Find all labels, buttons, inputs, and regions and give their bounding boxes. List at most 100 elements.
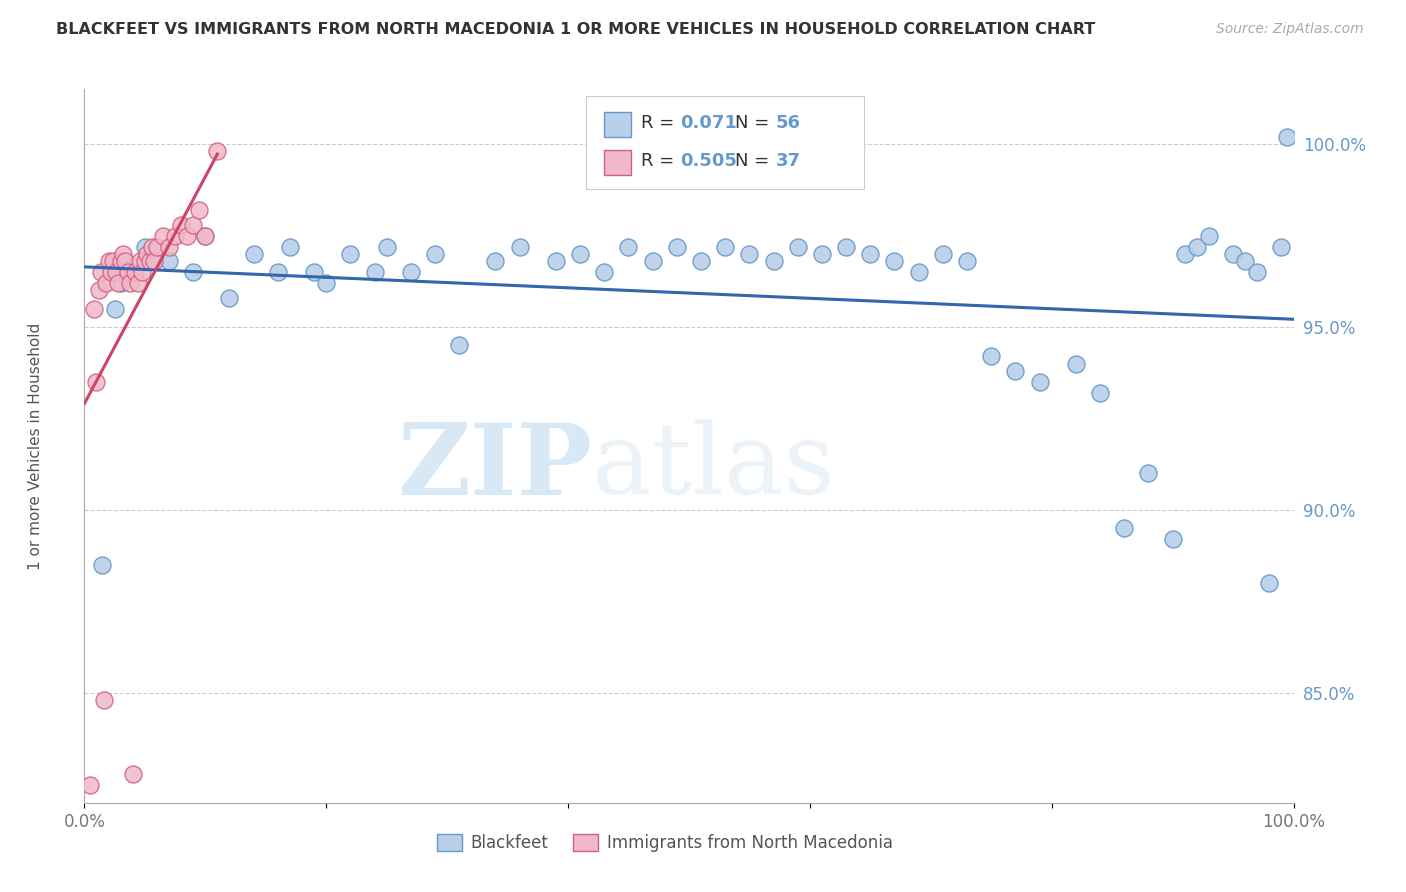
Point [176,228,198,243]
Point [114,254,136,268]
Point [136,247,159,261]
Point [90,265,112,279]
Point [569,247,592,261]
Point [134,254,156,268]
Text: 1 or more Vehicles in Household: 1 or more Vehicles in Household [28,322,42,570]
Point [1174,247,1197,261]
Point [1028,375,1050,389]
Point [363,265,385,279]
Point [315,276,337,290]
Point [1004,364,1026,378]
Point [157,239,180,253]
Point [544,254,567,268]
Point [107,276,129,290]
Point [143,254,166,268]
Point [83,301,105,316]
Point [339,247,361,261]
Point [97,254,120,268]
Text: ZIP: ZIP [398,419,592,516]
Point [194,228,217,243]
Point [714,239,737,253]
Point [141,239,163,253]
Legend: Blackfeet, Immigrants from North Macedonia: Blackfeet, Immigrants from North Macedon… [430,827,900,859]
Point [181,265,204,279]
Point [835,239,858,253]
Point [1114,521,1136,535]
Text: BLACKFEET VS IMMIGRANTS FROM NORTH MACEDONIA 1 OR MORE VEHICLES IN HOUSEHOLD COR: BLACKFEET VS IMMIGRANTS FROM NORTH MACED… [56,22,1095,37]
Point [91,558,114,572]
Point [129,254,152,268]
Point [124,265,146,279]
Point [1198,228,1220,243]
Point [509,239,531,253]
Point [267,265,290,279]
Text: atlas: atlas [592,419,835,516]
Point [120,276,142,290]
FancyBboxPatch shape [605,112,631,137]
Point [449,338,471,352]
Point [738,247,761,261]
Text: R =: R = [641,152,679,169]
Point [907,265,929,279]
Point [127,276,149,290]
Point [157,254,180,268]
Text: N =: N = [735,152,775,169]
Point [165,228,187,243]
Point [484,254,506,268]
Text: 0.505: 0.505 [681,152,737,169]
Point [617,239,640,253]
Point [762,254,785,268]
Point [1088,386,1111,401]
Point [665,239,688,253]
Point [980,349,1002,363]
Text: 56: 56 [776,114,801,132]
Point [786,239,808,253]
Point [79,777,101,791]
Point [100,265,122,279]
Point [112,247,135,261]
Point [1277,129,1299,144]
Point [110,254,132,268]
Point [104,301,127,316]
Point [242,247,264,261]
Point [399,265,422,279]
Point [1137,467,1160,481]
Point [423,247,446,261]
Point [138,254,160,268]
Point [188,202,211,217]
Point [207,145,229,159]
Point [87,284,110,298]
Text: Source: ZipAtlas.com: Source: ZipAtlas.com [1216,22,1364,37]
Point [146,239,169,253]
Point [170,218,193,232]
Point [121,766,143,780]
Point [1258,576,1281,591]
Point [302,265,325,279]
Point [117,265,139,279]
Point [104,265,127,279]
Point [93,693,115,707]
Point [593,265,616,279]
Point [932,247,955,261]
Point [278,239,301,253]
Point [956,254,979,268]
Point [110,276,132,290]
Point [1222,247,1244,261]
Point [103,254,125,268]
Text: 37: 37 [776,152,801,169]
Point [1246,265,1268,279]
Point [86,375,108,389]
Point [134,239,156,253]
Point [1185,239,1208,253]
Point [152,228,174,243]
Point [641,254,664,268]
Text: R =: R = [641,114,679,132]
Text: N =: N = [735,114,775,132]
Point [181,218,204,232]
Point [883,254,905,268]
Text: 0.071: 0.071 [681,114,737,132]
FancyBboxPatch shape [605,150,631,175]
Point [811,247,834,261]
Point [218,291,240,305]
Point [1161,533,1184,547]
